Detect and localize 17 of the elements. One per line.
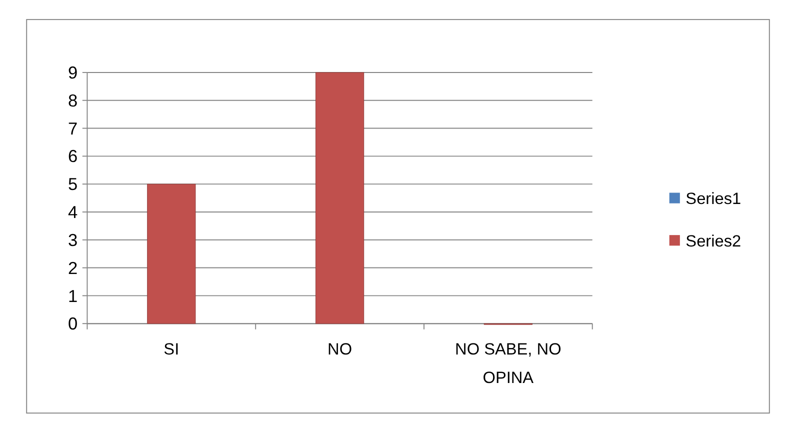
y-tick-label: 5	[68, 174, 78, 194]
y-tick-label: 8	[68, 90, 78, 110]
y-tick-label: 7	[68, 118, 78, 138]
y-tick-label: 4	[68, 202, 78, 222]
y-tick-label: 9	[68, 62, 78, 83]
bar	[147, 184, 196, 324]
legend-label: Series2	[686, 232, 742, 251]
y-tick-label: 2	[68, 258, 78, 278]
y-tick-label: 1	[68, 286, 78, 306]
bar	[315, 72, 364, 324]
x-tick-label: NO	[328, 340, 352, 358]
y-tick-label: 6	[68, 146, 78, 166]
y-tick-label: 3	[68, 230, 78, 250]
legend-label: Series1	[686, 190, 742, 208]
y-tick-label: 0	[68, 314, 78, 334]
x-tick-label: NO SABE, NO OPINA	[455, 340, 562, 388]
x-tick-label: SI	[164, 340, 180, 358]
